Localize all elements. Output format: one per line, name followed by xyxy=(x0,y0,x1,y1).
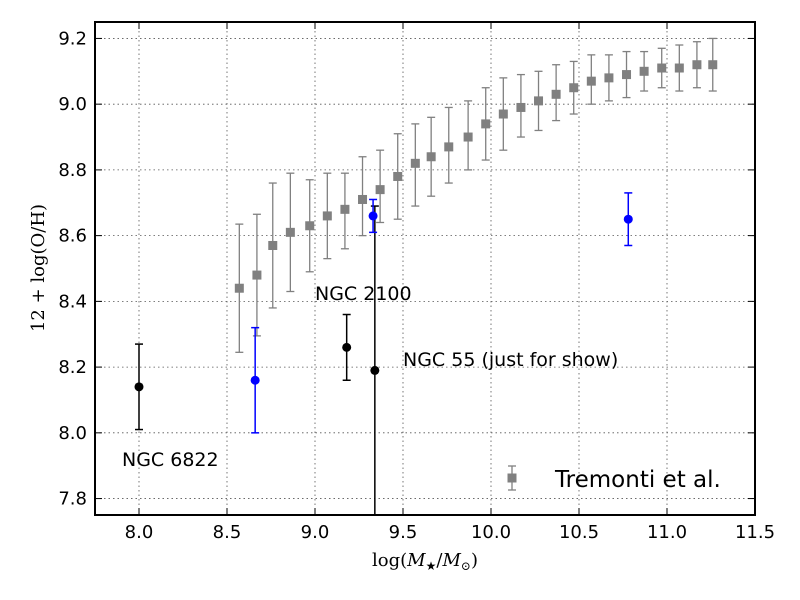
y-tick-label: 8.0 xyxy=(58,423,87,444)
data-point xyxy=(551,89,561,99)
label-ngc-55: NGC 55 (just for show) xyxy=(403,349,618,371)
data-point xyxy=(674,63,684,73)
data-point xyxy=(516,102,526,112)
data-point xyxy=(234,283,244,293)
y-tick-label: 8.4 xyxy=(58,291,87,312)
y-tick-label: 7.8 xyxy=(58,489,87,510)
ticks: 8.0 8.5 9.0 9.5 10.0 10.5 11.0 11.5 7.8 8.0 8.2 8.4… xyxy=(58,22,775,543)
y-tick-label: 8.2 xyxy=(58,357,87,378)
data-point xyxy=(481,119,491,129)
data-point xyxy=(657,63,667,73)
data-point xyxy=(410,158,420,168)
y-tick-label: 8.6 xyxy=(58,226,87,247)
data-point xyxy=(623,214,633,224)
plot-frame xyxy=(94,21,756,516)
data-point xyxy=(708,60,718,70)
x-tick-label: 10.5 xyxy=(559,522,599,543)
data-point xyxy=(426,152,436,162)
data-point xyxy=(134,382,144,392)
data-point xyxy=(252,270,262,280)
data-point xyxy=(604,73,614,83)
legend-label-tremonti: Tremonti et al. xyxy=(554,467,721,493)
data-point xyxy=(358,194,368,204)
data-point xyxy=(375,185,385,195)
data-point xyxy=(285,227,295,237)
x-axis-label: log(M★/M⊙) xyxy=(372,550,478,573)
x-tick-label: 8.0 xyxy=(125,522,154,543)
y-tick-label: 9.2 xyxy=(58,28,87,49)
data-point xyxy=(268,240,278,250)
data-point xyxy=(322,211,332,221)
data-point xyxy=(393,171,403,181)
series-1 xyxy=(134,205,380,515)
label-ngc-6822: NGC 6822 xyxy=(122,449,219,471)
label-ngc-2100: NGC 2100 xyxy=(315,283,412,305)
data-point xyxy=(250,375,260,385)
data-point xyxy=(305,221,315,231)
data-point xyxy=(569,83,579,93)
data-point xyxy=(692,60,702,70)
x-tick-label: 11.0 xyxy=(647,522,687,543)
legend: Tremonti et al. xyxy=(507,465,721,493)
data-point xyxy=(463,132,473,142)
x-tick-label: 9.5 xyxy=(389,522,418,543)
x-tick-label: 10.0 xyxy=(471,522,511,543)
y-tick-label: 8.8 xyxy=(58,160,87,181)
series-0 xyxy=(234,37,718,353)
data-point xyxy=(368,211,378,221)
grid xyxy=(95,22,756,515)
data-point xyxy=(340,204,350,214)
y-axis-label: 12 + log(O/H) xyxy=(28,204,49,332)
data-point xyxy=(534,96,544,106)
data-point xyxy=(370,365,380,375)
data-point xyxy=(342,342,352,352)
data-point xyxy=(498,109,508,119)
data-point xyxy=(586,76,596,86)
legend-marker-tremonti xyxy=(507,465,517,491)
data-point xyxy=(444,142,454,152)
x-tick-label: 11.5 xyxy=(735,522,775,543)
x-tick-label: 9.0 xyxy=(301,522,330,543)
series-2 xyxy=(250,192,633,434)
x-tick-label: 8.5 xyxy=(213,522,242,543)
data-point xyxy=(622,70,632,80)
series-layer xyxy=(134,37,718,515)
y-tick-label: 9.0 xyxy=(58,94,87,115)
data-point xyxy=(639,66,649,76)
